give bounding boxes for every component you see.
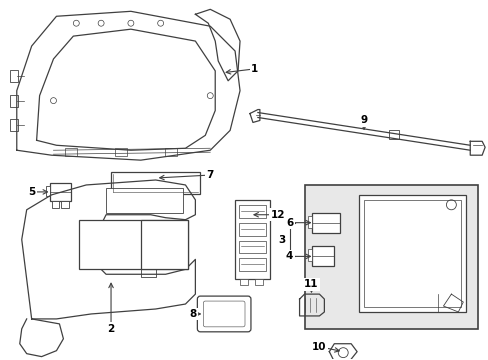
Bar: [10, 120, 18, 131]
Bar: [239, 223, 265, 235]
Bar: [10, 70, 18, 82]
Bar: [239, 240, 265, 253]
Text: 11: 11: [304, 279, 318, 289]
FancyBboxPatch shape: [203, 301, 244, 327]
Text: 8: 8: [189, 309, 197, 319]
Bar: [45, 186, 49, 196]
Text: 2: 2: [107, 324, 114, 334]
Bar: [364, 200, 460, 307]
Text: 7: 7: [206, 170, 214, 180]
Bar: [111, 172, 200, 194]
Bar: [61, 201, 69, 208]
Bar: [49, 183, 71, 201]
Bar: [115, 148, 127, 156]
Bar: [141, 220, 188, 269]
Bar: [254, 279, 263, 285]
Text: 5: 5: [28, 187, 35, 197]
Bar: [239, 205, 265, 218]
Bar: [79, 220, 188, 269]
Bar: [388, 130, 398, 139]
Text: 3: 3: [278, 234, 285, 244]
Bar: [358, 195, 466, 312]
FancyBboxPatch shape: [197, 296, 250, 332]
Bar: [307, 216, 312, 228]
Text: 4: 4: [285, 251, 293, 261]
Bar: [312, 247, 334, 266]
Text: 6: 6: [285, 218, 293, 228]
Bar: [307, 249, 312, 261]
Text: 1: 1: [251, 64, 258, 74]
Bar: [304, 185, 477, 329]
Bar: [10, 95, 18, 107]
Bar: [65, 148, 77, 156]
Bar: [164, 148, 176, 156]
Text: 9: 9: [360, 116, 367, 126]
Bar: [312, 213, 340, 233]
Bar: [240, 279, 247, 285]
Bar: [51, 201, 60, 208]
Bar: [235, 200, 269, 279]
Bar: [106, 188, 183, 213]
Text: 12: 12: [270, 210, 285, 220]
Bar: [239, 258, 265, 271]
Text: 10: 10: [311, 342, 326, 352]
